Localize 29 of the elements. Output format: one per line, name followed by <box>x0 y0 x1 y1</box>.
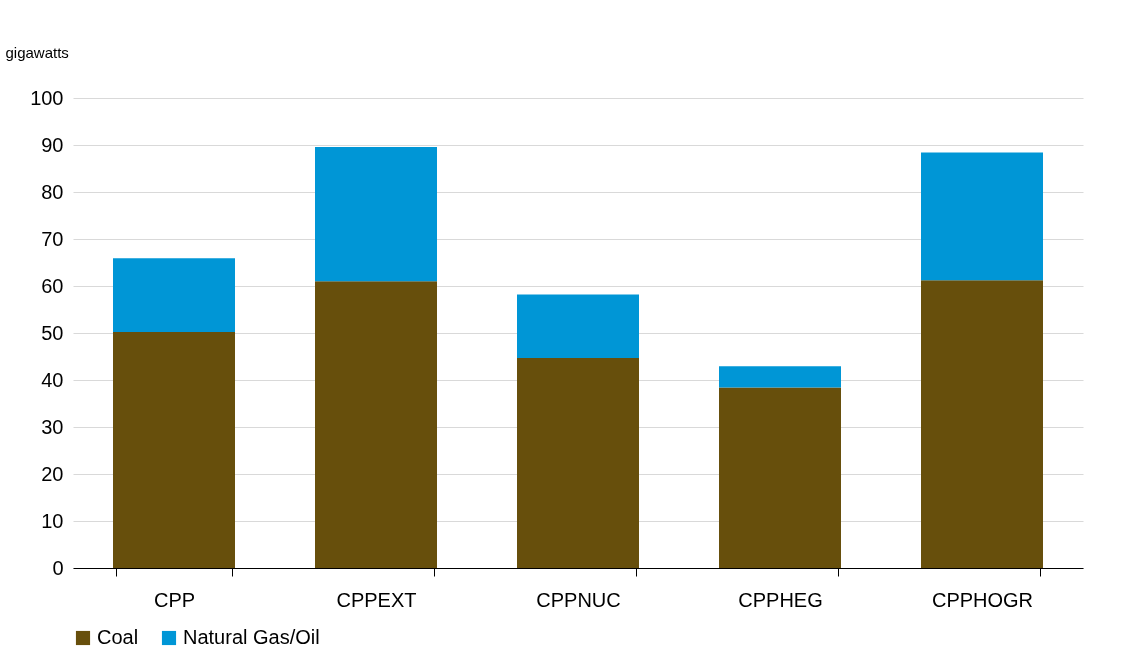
y-tick-label: 80 <box>41 180 64 203</box>
y-tick-label: 70 <box>41 227 64 250</box>
x-tick-label: CPPEXT <box>336 588 417 611</box>
bar <box>921 280 1043 568</box>
y-tick-label: 60 <box>41 274 64 297</box>
bar <box>921 152 1043 281</box>
y-tick-label: 100 <box>30 86 64 109</box>
y-tick-label: 40 <box>41 368 64 391</box>
bar <box>113 258 235 333</box>
bar <box>315 146 437 282</box>
y-tick-label: 0 <box>52 556 64 579</box>
y-tick-label: 30 <box>41 415 64 438</box>
y-tick-label: 20 <box>41 462 64 485</box>
bar <box>315 281 437 568</box>
x-tick-label: CPPHEG <box>738 588 823 611</box>
x-tick-label: CPP <box>153 588 196 611</box>
y-tick-label: 10 <box>41 509 64 532</box>
x-tick-label: CPPHOGR <box>931 588 1034 611</box>
y-tick-label: 50 <box>41 321 64 344</box>
y-tick-label: 90 <box>41 133 64 156</box>
legend-label: Coal <box>97 626 139 648</box>
bar <box>517 357 639 568</box>
legend-label: Natural Gas/Oil <box>183 626 320 648</box>
bar <box>719 387 841 568</box>
bar <box>719 366 841 388</box>
bar <box>517 294 639 358</box>
y-axis-title: gigawatts <box>5 43 69 61</box>
bar <box>113 332 235 568</box>
x-tick-label: CPPNUC <box>536 588 621 611</box>
